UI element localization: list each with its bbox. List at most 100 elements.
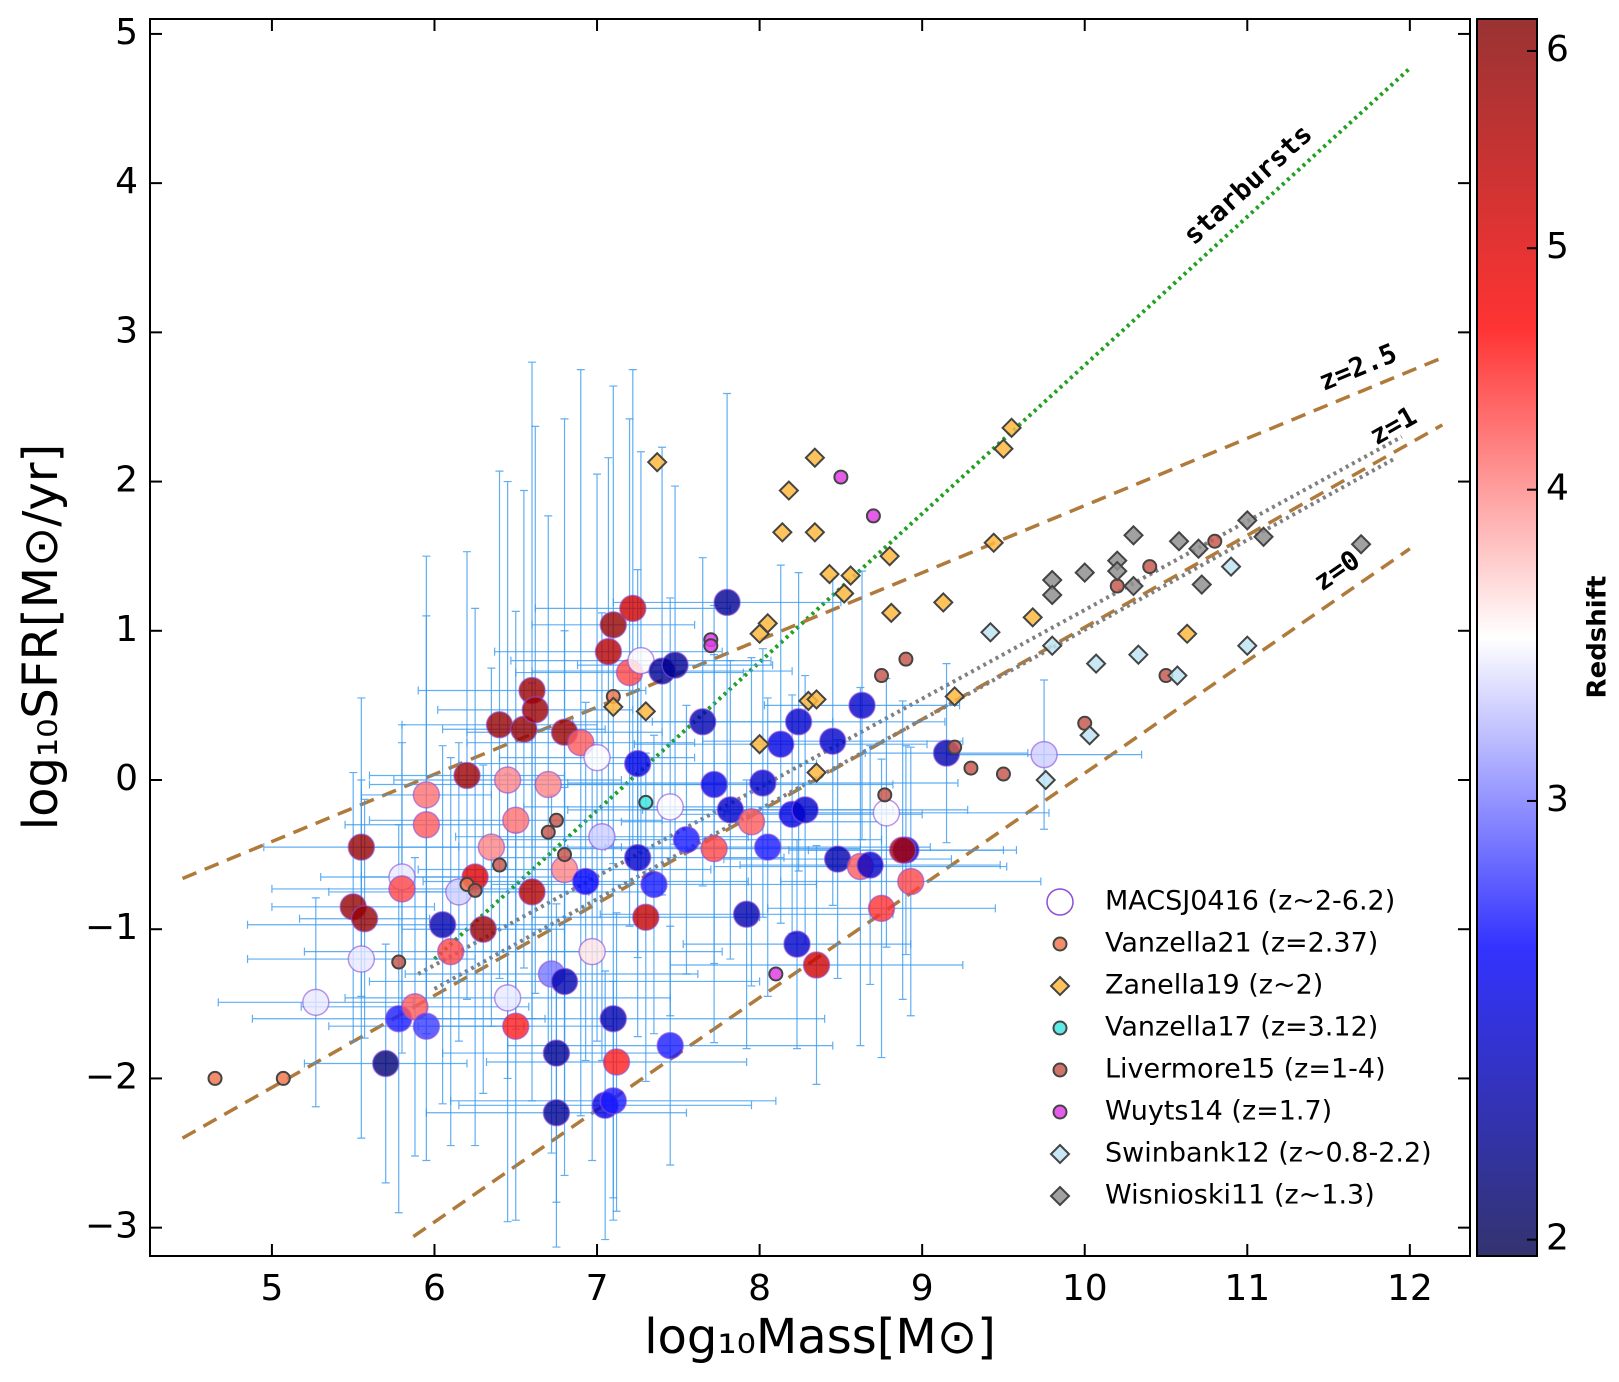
- circle-marker: [207, 1070, 223, 1086]
- diamond-marker: [1127, 644, 1149, 666]
- plot-area: [181, 66, 1444, 1248]
- circle-marker: [867, 894, 896, 923]
- x-tick-label: 11: [1224, 1268, 1270, 1309]
- circle-marker: [791, 796, 819, 824]
- circle-marker: [502, 806, 530, 835]
- circle-marker: [388, 875, 416, 903]
- circle-marker: [1030, 740, 1058, 769]
- line-label: starbursts: [1178, 119, 1319, 252]
- diamond-marker: [1176, 623, 1198, 645]
- circle-marker: [1052, 1104, 1068, 1120]
- diamond-marker: [806, 689, 827, 710]
- circle-marker: [700, 834, 728, 863]
- legend-label: Wuyts14 (z=1.7): [1105, 1096, 1332, 1127]
- diamond-marker: [749, 623, 771, 645]
- diamond-marker: [1049, 1185, 1071, 1207]
- y-tick-label: 2: [115, 460, 138, 501]
- diamond-marker: [1236, 509, 1258, 531]
- colorbar-frame: [1476, 18, 1538, 1257]
- circle-marker: [1052, 1020, 1068, 1036]
- circle-marker: [347, 833, 376, 861]
- circle-marker: [350, 905, 379, 933]
- circle-marker: [542, 1039, 571, 1067]
- circle-marker: [412, 1012, 441, 1040]
- circle-marker: [599, 1004, 628, 1033]
- diamond-marker: [646, 451, 668, 473]
- circle-marker: [275, 1070, 291, 1086]
- diamond-marker: [1220, 556, 1242, 578]
- diamond-marker: [1022, 606, 1044, 628]
- circle-marker: [819, 727, 847, 755]
- circle-marker: [856, 851, 884, 879]
- circle-marker: [877, 787, 893, 803]
- circle-marker: [783, 930, 811, 958]
- circle-marker: [550, 967, 579, 996]
- circle-marker: [492, 857, 508, 873]
- colorbar-tick-label: 6: [1546, 29, 1569, 70]
- circle-marker: [784, 708, 813, 736]
- y-tick-label: −1: [85, 907, 138, 948]
- y-tick-label: 0: [115, 758, 138, 799]
- circle-marker: [848, 691, 876, 720]
- diamond-marker: [806, 762, 827, 783]
- circle-marker: [1207, 533, 1223, 549]
- circle-marker: [467, 882, 483, 898]
- circle-marker: [700, 770, 728, 799]
- diamond-marker: [1188, 538, 1209, 560]
- circle-marker: [749, 769, 777, 797]
- diamond-marker: [804, 521, 826, 543]
- diamond-marker: [1035, 769, 1057, 791]
- diamond-marker: [1350, 533, 1372, 555]
- line-label: z=1: [1364, 401, 1422, 452]
- legend-label: Livermore15 (z=1-4): [1105, 1054, 1386, 1085]
- diamond-marker: [804, 447, 826, 469]
- circle-marker: [540, 824, 556, 840]
- circle-marker: [716, 796, 745, 824]
- diamond-marker: [1049, 975, 1071, 997]
- line-label: z=0: [1308, 544, 1366, 597]
- circle-marker: [583, 743, 611, 772]
- circle-marker: [412, 811, 441, 839]
- diamond-marker: [819, 563, 840, 585]
- circle-marker: [594, 637, 623, 666]
- diamond-marker: [602, 696, 624, 718]
- x-tick-label: 8: [748, 1268, 771, 1309]
- circle-marker: [623, 749, 652, 778]
- diamond-marker: [993, 438, 1014, 460]
- diamond-marker: [1106, 560, 1128, 582]
- circle-marker: [656, 1031, 684, 1060]
- circle-marker: [1052, 1062, 1068, 1078]
- circle-marker: [485, 711, 514, 739]
- circle-marker: [602, 1048, 631, 1076]
- y-tick-label: 1: [115, 609, 138, 650]
- circle-marker: [453, 761, 481, 790]
- circle-marker: [703, 638, 719, 654]
- circle-marker: [588, 822, 616, 851]
- circle-marker: [963, 760, 979, 776]
- plot-frame: [149, 18, 1471, 1257]
- circle-marker: [571, 867, 600, 896]
- circle-marker: [802, 951, 831, 979]
- model-line: [433, 457, 1395, 991]
- x-axis-label: log₁₀Mass[M⊙]: [644, 1309, 996, 1365]
- circle-marker: [898, 651, 914, 667]
- circle-marker: [737, 808, 766, 836]
- circle-marker: [672, 825, 701, 854]
- diamond-marker: [1074, 562, 1096, 584]
- circle-marker: [638, 794, 654, 810]
- circle-marker: [493, 766, 522, 794]
- circle-marker: [888, 836, 917, 864]
- circle-marker: [833, 469, 849, 485]
- circle-marker: [371, 1049, 400, 1078]
- circle-marker: [632, 903, 660, 932]
- x-tick-label: 6: [423, 1268, 446, 1309]
- diamond-marker: [635, 700, 657, 722]
- circle-marker: [768, 966, 784, 982]
- diamond-marker: [1191, 574, 1213, 595]
- x-tick-label: 5: [260, 1268, 283, 1309]
- diamond-marker: [1166, 665, 1188, 686]
- circle-marker: [391, 954, 407, 970]
- colorbar-tick-label: 4: [1546, 468, 1569, 509]
- circle-marker: [656, 793, 684, 821]
